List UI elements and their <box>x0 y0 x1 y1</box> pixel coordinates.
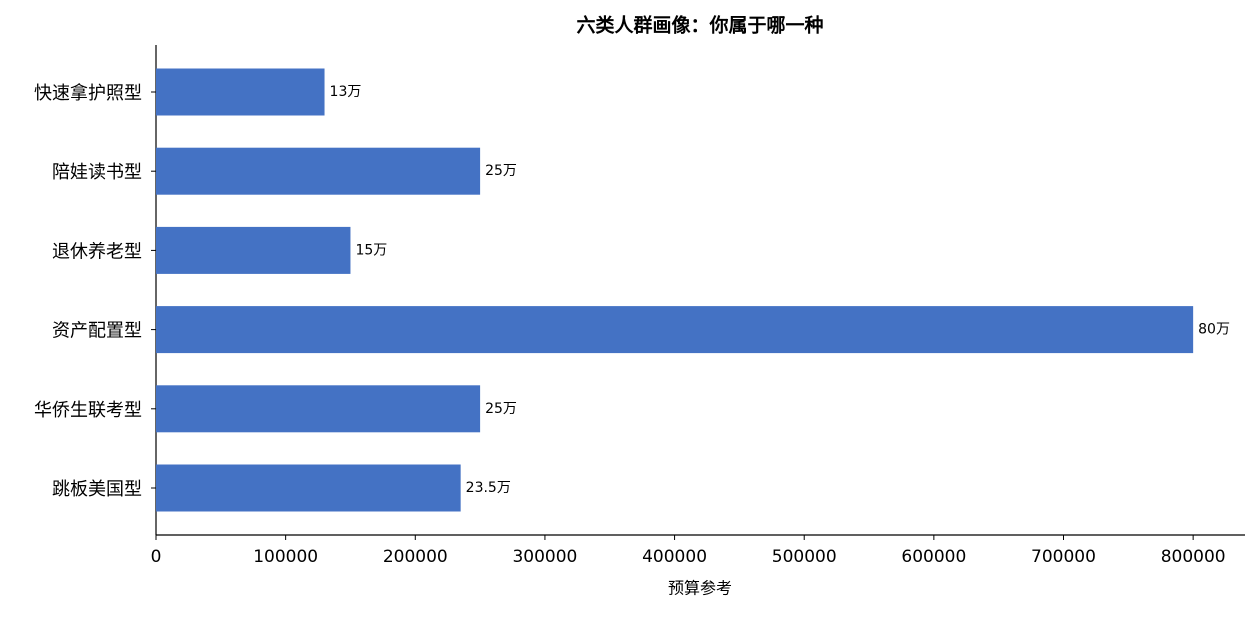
bar <box>156 147 481 195</box>
x-tick-label: 800000 <box>1161 547 1226 567</box>
x-tick-label: 500000 <box>772 547 837 567</box>
x-tick-label: 600000 <box>901 547 966 567</box>
x-tick-label: 100000 <box>253 547 318 567</box>
x-tick-label: 700000 <box>1031 547 1096 567</box>
value-label: 15万 <box>355 242 387 258</box>
bar <box>156 68 325 116</box>
x-tick-label: 400000 <box>642 547 707 567</box>
chart-title: 六类人群画像：你属于哪一种 <box>576 14 823 37</box>
bar <box>156 226 351 274</box>
y-tick-label: 资产配置型 <box>52 321 142 342</box>
bar <box>156 306 1194 354</box>
value-label: 23.5万 <box>466 480 511 496</box>
value-label: 13万 <box>330 84 362 100</box>
value-label: 80万 <box>1198 322 1230 338</box>
bar <box>156 385 481 433</box>
y-tick-label: 陪娃读书型 <box>52 162 142 183</box>
value-label: 25万 <box>485 401 517 417</box>
x-tick-label: 300000 <box>512 547 577 567</box>
y-tick-label: 退休养老型 <box>52 241 142 262</box>
y-tick-label: 跳板美国型 <box>52 479 142 500</box>
x-axis-label: 预算参考 <box>668 579 732 598</box>
value-label: 25万 <box>485 163 517 179</box>
y-tick-label: 快速拿护照型 <box>34 82 142 104</box>
x-tick-label: 200000 <box>383 547 448 567</box>
bar <box>156 464 461 512</box>
y-tick-label: 华侨生联考型 <box>34 400 142 421</box>
x-tick-label: 0 <box>151 547 162 567</box>
